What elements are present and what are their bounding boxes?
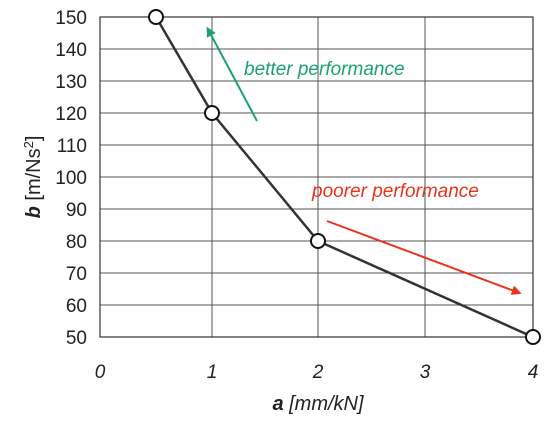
x-tick-label: 0	[95, 362, 106, 383]
annotation-poorer-performance: poorer performance	[311, 181, 479, 202]
y-tick-label: 110	[57, 136, 87, 157]
y-tick-label: 50	[66, 328, 87, 349]
annotation-arrow-better	[206, 26, 258, 122]
x-axis-label: a [mm/kN]	[272, 393, 364, 415]
y-tick-label: 90	[66, 200, 87, 221]
annotation-arrow-poorer	[326, 220, 522, 295]
y-tick-label: 120	[55, 104, 87, 125]
x-tick-label: 2	[312, 362, 324, 383]
data-point	[525, 329, 541, 345]
y-tick-label: 140	[55, 40, 87, 61]
series-line	[154, 16, 534, 339]
series	[148, 9, 541, 345]
data-point	[204, 105, 220, 121]
y-axis-label: b [m/Ns2]	[21, 136, 46, 219]
annotation-better-performance: better performance	[244, 59, 405, 80]
x-tick-label: 1	[207, 362, 218, 383]
y-tick-labels: 50 60 70 80 90 100 110 120 130 140 150	[55, 8, 87, 349]
x-tick-labels: 0 1 2 3 4	[95, 362, 539, 383]
plot-frame	[99, 16, 534, 338]
x-tick-label: 4	[528, 362, 539, 383]
y-tick-label: 80	[66, 232, 87, 253]
y-tick-label: 70	[66, 264, 87, 285]
y-tick-label: 60	[66, 296, 87, 317]
data-point	[148, 9, 164, 25]
data-point	[310, 233, 326, 249]
y-tick-label: 130	[55, 72, 87, 93]
y-tick-label: 150	[55, 8, 87, 29]
x-tick-label: 3	[420, 362, 431, 383]
y-tick-label: 100	[55, 168, 87, 189]
